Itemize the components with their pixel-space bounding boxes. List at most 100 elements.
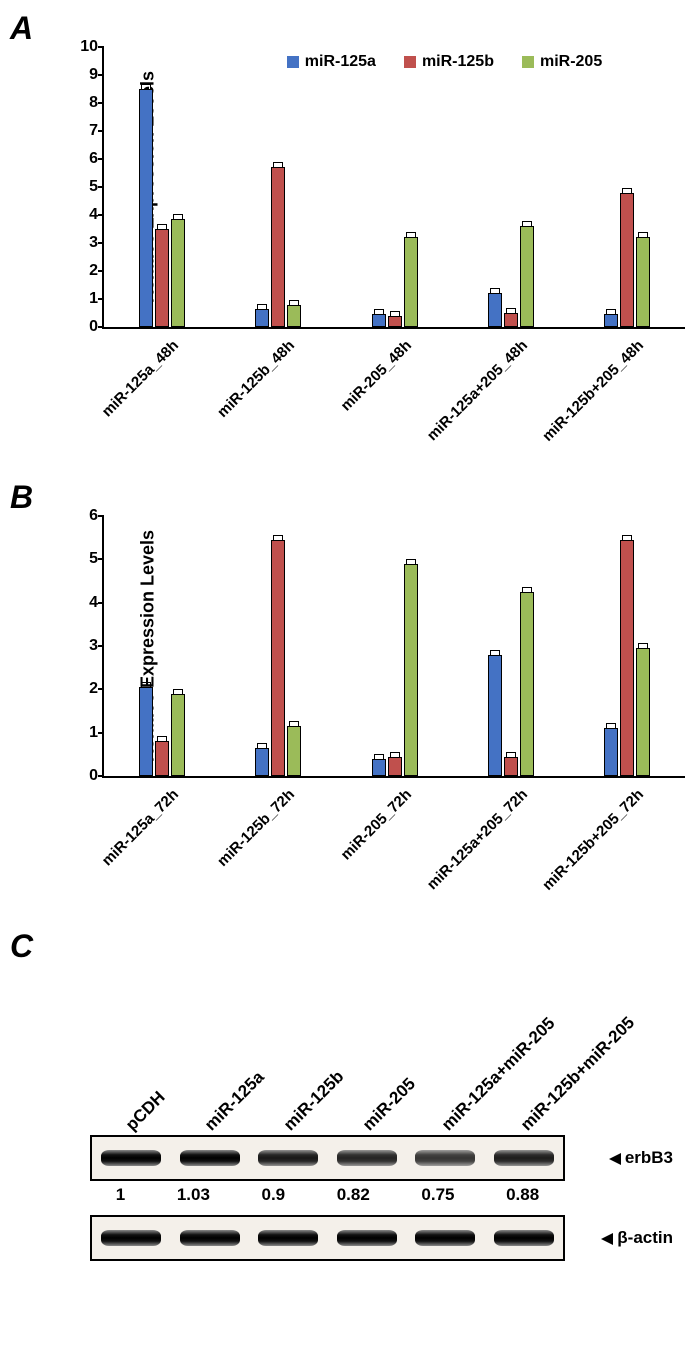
ytick: 6 (64, 150, 98, 168)
ytick-mark (98, 130, 104, 132)
error-bar (173, 214, 183, 219)
error-bar (606, 723, 616, 728)
error-bar (522, 221, 532, 226)
ytick-mark (98, 645, 104, 647)
panel-c-label: C (10, 928, 33, 965)
arrow-icon (601, 1233, 613, 1245)
xlabel: miR-125a+205_48h (406, 337, 531, 462)
ytick-mark (98, 326, 104, 328)
wb-quant-row: 11.030.90.820.750.88 (90, 1185, 565, 1205)
ytick-mark (98, 158, 104, 160)
wb-quant-value: 0.82 (337, 1185, 370, 1205)
wb-band (337, 1150, 397, 1166)
bar (620, 540, 634, 776)
bar (139, 89, 153, 327)
bar (520, 226, 534, 327)
wb-band (337, 1230, 397, 1246)
legend-item-2: miR-125b (404, 53, 494, 71)
wb-band (101, 1230, 161, 1246)
xlabel: miR-205_72h (289, 786, 414, 911)
bar (271, 540, 285, 776)
wb-lane-label: miR-125b (280, 1067, 348, 1135)
bar (488, 655, 502, 776)
error-bar (257, 304, 267, 309)
bar (287, 726, 301, 776)
bar (372, 759, 386, 776)
wb-lane-label: miR-205 (359, 1074, 420, 1135)
wb-band (101, 1150, 161, 1166)
legend-swatch-1 (287, 56, 299, 68)
bar (255, 748, 269, 776)
bar (504, 313, 518, 327)
error-bar (273, 162, 283, 167)
xlabel: miR-125b+205_48h (522, 337, 647, 462)
error-bar (173, 689, 183, 694)
wb-band (494, 1150, 554, 1166)
error-bar (157, 224, 167, 229)
bar (604, 728, 618, 776)
error-bar (522, 587, 532, 592)
error-bar (157, 736, 167, 741)
error-bar (141, 682, 151, 687)
error-bar (374, 309, 384, 314)
ytick: 5 (64, 178, 98, 196)
chart-b: Relative Expression Levels 0123456 miR-1… (10, 516, 685, 918)
ytick: 5 (64, 550, 98, 568)
error-bar (273, 535, 283, 540)
wb-quant-value: 0.88 (506, 1185, 539, 1205)
error-bar (374, 754, 384, 759)
bar (171, 694, 185, 776)
legend-label-3: miR-205 (540, 53, 602, 71)
bar (404, 564, 418, 776)
ytick: 9 (64, 66, 98, 84)
ytick: 10 (64, 38, 98, 56)
xlabel: miR-125a_48h (57, 337, 182, 462)
bar (388, 316, 402, 327)
error-bar (289, 721, 299, 726)
ytick-mark (98, 515, 104, 517)
ytick: 4 (64, 594, 98, 612)
chart-a-legend: miR-125a miR-125b miR-205 (224, 53, 665, 71)
bar (155, 229, 169, 327)
panel-c: C pCDHmiR-125amiR-125bmiR-205miR-125a+mi… (10, 928, 685, 1261)
error-bar (638, 232, 648, 237)
error-bar (141, 84, 151, 89)
error-bar (390, 311, 400, 316)
error-bar (289, 300, 299, 305)
ytick-mark (98, 46, 104, 48)
wb-lane-labels: pCDHmiR-125amiR-125bmiR-205miR-125a+miR-… (100, 975, 685, 1135)
wb-row-erbb3: erbB3 (90, 1135, 565, 1181)
ytick: 1 (64, 290, 98, 308)
chart-b-area: Relative Expression Levels 0123456 (102, 516, 685, 778)
legend-swatch-3 (522, 56, 534, 68)
panel-a: A Relative Expression Levels miR-125a mi… (10, 10, 685, 469)
wb-row2-label: β-actin (601, 1228, 673, 1248)
xlabel: miR-125b_48h (173, 337, 298, 462)
panel-a-label: A (10, 10, 685, 47)
error-bar (606, 309, 616, 314)
bar (636, 237, 650, 327)
error-bar (506, 308, 516, 313)
ytick-mark (98, 270, 104, 272)
panel-b: B Relative Expression Levels 0123456 miR… (10, 479, 685, 918)
ytick: 1 (64, 724, 98, 742)
error-bar (622, 188, 632, 193)
bar (604, 314, 618, 327)
bar (488, 293, 502, 327)
bar (287, 305, 301, 327)
bar (520, 592, 534, 776)
ytick: 2 (64, 680, 98, 698)
ytick: 3 (64, 637, 98, 655)
legend-swatch-2 (404, 56, 416, 68)
wb-band (494, 1230, 554, 1246)
chart-a-area: Relative Expression Levels miR-125a miR-… (102, 47, 685, 329)
wb-band (415, 1150, 475, 1166)
xlabel: miR-125b+205_72h (522, 786, 647, 911)
ytick: 6 (64, 507, 98, 525)
bar (404, 237, 418, 327)
error-bar (490, 650, 500, 655)
bar (271, 167, 285, 327)
bar (388, 757, 402, 777)
wb-row1-label: erbB3 (609, 1148, 673, 1168)
ytick: 0 (64, 318, 98, 336)
